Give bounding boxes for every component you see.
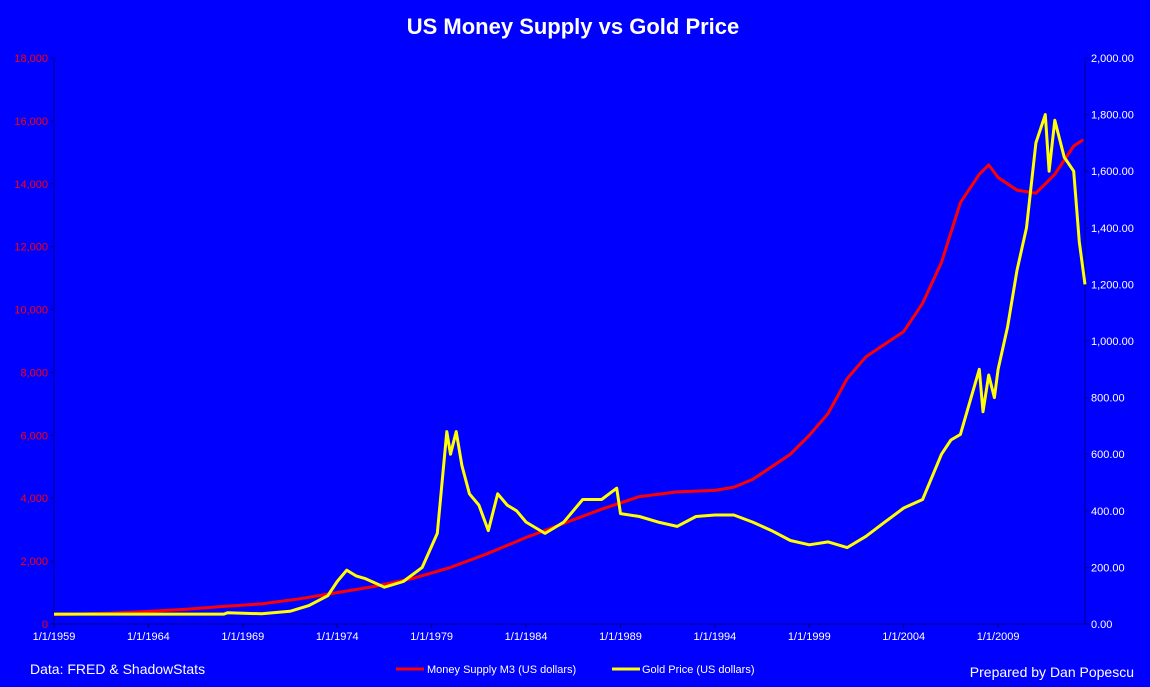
left-y-tick-label: 16,000 [14, 116, 48, 128]
credit-note: Prepared by Dan Popescu [970, 664, 1134, 680]
legend-label-money-supply: Money Supply M3 (US dollars) [427, 664, 576, 676]
x-tick-label: 1/1/1979 [410, 631, 453, 643]
left-y-tick-label: 8,000 [20, 367, 48, 379]
left-y-ticks: 0 2,000 4,000 6,000 8,000 10,000 12,000 14,000 1… [14, 53, 54, 631]
source-note: Data: FRED & ShadowStats [30, 661, 205, 677]
series-line-money-supply [53, 138, 1084, 617]
right-y-tick-label: 400.00 [1091, 506, 1125, 518]
right-y-tick-label: 200.00 [1091, 562, 1125, 574]
x-tick-label: 1/1/1999 [788, 631, 831, 643]
right-y-tick-label: 1,600.00 [1091, 166, 1134, 178]
right-y-tick-label: 800.00 [1091, 393, 1125, 405]
left-y-tick-label: 6,000 [20, 430, 48, 442]
x-tick-label: 1/1/1959 [33, 631, 76, 643]
left-y-tick-label: 14,000 [14, 179, 48, 191]
x-tick-label: 1/1/2009 [977, 631, 1020, 643]
chart-title: US Money Supply vs Gold Price [407, 14, 740, 39]
left-y-tick-label: 12,000 [14, 242, 48, 254]
series-line-gold-price [54, 113, 1087, 616]
legend-label-gold-price: Gold Price (US dollars) [642, 664, 754, 676]
x-axis-ticks: 1/1/1959 1/1/1964 1/1/1969 1/1/1974 1/1/1979… [33, 624, 1020, 643]
right-y-tick-label: 600.00 [1091, 449, 1125, 461]
left-y-tick-label: 10,000 [14, 305, 48, 317]
x-tick-label: 1/1/1974 [316, 631, 359, 643]
right-y-tick-label: 0.00 [1091, 619, 1112, 631]
x-tick-label: 1/1/1994 [693, 631, 736, 643]
x-tick-label: 1/1/1984 [505, 631, 548, 643]
right-y-tick-label: 1,000.00 [1091, 336, 1134, 348]
right-y-tick-label: 2,000.00 [1091, 53, 1134, 65]
x-tick-label: 1/1/1969 [221, 631, 264, 643]
right-y-ticks: 0.00 200.00 400.00 600.00 800.00 1,000.00 1,20… [1085, 53, 1134, 631]
x-tick-label: 1/1/1989 [599, 631, 642, 643]
right-y-tick-label: 1,800.00 [1091, 110, 1134, 122]
right-y-tick-label: 1,400.00 [1091, 223, 1134, 235]
left-y-tick-label: 0 [42, 619, 48, 631]
right-y-tick-label: 1,200.00 [1091, 279, 1134, 291]
left-y-tick-label: 18,000 [14, 53, 48, 65]
left-y-tick-label: 2,000 [20, 556, 48, 568]
left-y-tick-label: 4,000 [20, 493, 48, 505]
legend: Money Supply M3 (US dollars) Gold Price … [396, 664, 754, 676]
x-tick-label: 1/1/1964 [127, 631, 170, 643]
x-tick-label: 1/1/2004 [882, 631, 925, 643]
